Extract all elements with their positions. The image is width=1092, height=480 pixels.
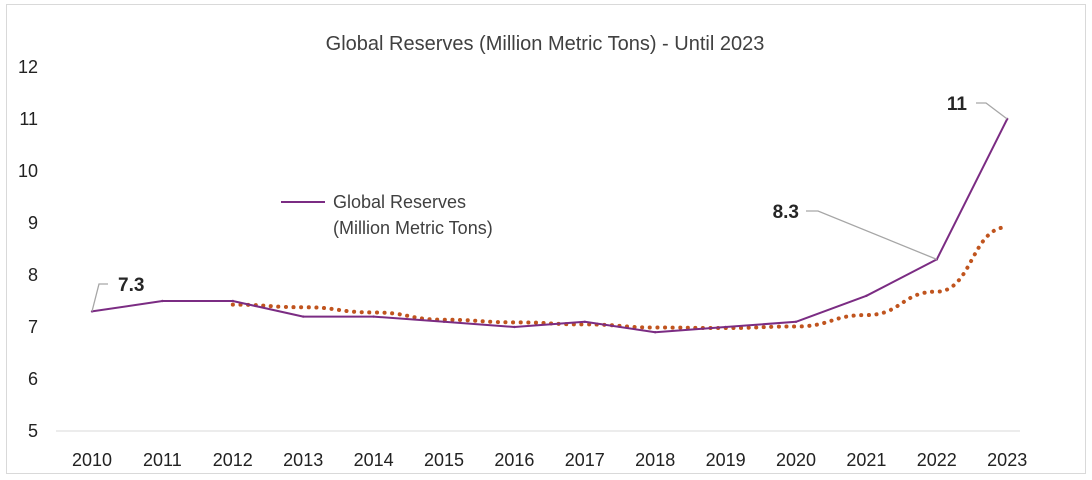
x-tick-label: 2019 — [706, 450, 746, 470]
data-point — [442, 320, 446, 323]
y-tick-label: 5 — [28, 421, 38, 441]
x-tick-label: 2018 — [635, 450, 675, 470]
y-tick-label: 7 — [28, 317, 38, 337]
x-axis: 2010 2011 2012 2013 2014 2015 2016 2017 2018 2019… — [72, 450, 1027, 470]
data-label: 7.3 — [118, 275, 144, 296]
data-label: 8.3 — [773, 202, 799, 223]
data-point — [372, 315, 375, 318]
chart-frame — [6, 4, 1086, 474]
y-tick-label: 10 — [18, 161, 38, 181]
x-tick-label: 2016 — [494, 450, 534, 470]
chart-title: Global Reserves (Million Metric Tons) - … — [326, 33, 765, 55]
y-tick-label: 12 — [18, 57, 38, 77]
trendline-layer — [230, 225, 1010, 331]
y-tick-label: 9 — [28, 213, 38, 233]
data-label-leader — [976, 102, 1008, 120]
x-tick-label: 2023 — [987, 450, 1027, 470]
data-point — [302, 315, 305, 318]
x-tick-label: 2020 — [776, 450, 816, 470]
data-label-layer: 7.3 8.3 11 — [91, 94, 1008, 312]
legend-label-line-1: Global Reserves — [333, 192, 466, 212]
x-tick-label: 2011 — [143, 450, 182, 470]
x-tick-label: 2010 — [72, 450, 112, 470]
x-tick-label: 2014 — [354, 450, 394, 470]
legend-label-line-2: (Million Metric Tons) — [333, 218, 493, 238]
x-tick-label: 2021 — [846, 450, 886, 470]
y-tick-label: 8 — [28, 265, 38, 285]
data-label: 11 — [947, 94, 968, 115]
x-tick-label: 2017 — [565, 450, 605, 470]
legend: Global Reserves (Million Metric Tons) — [281, 192, 493, 238]
data-point — [513, 325, 516, 329]
x-tick-label: 2015 — [424, 450, 464, 470]
y-tick-label: 11 — [19, 109, 38, 129]
x-tick-label: 2012 — [213, 450, 253, 470]
data-point — [654, 331, 657, 334]
series-layer — [90, 117, 1009, 334]
series-line — [91, 118, 1009, 334]
data-point — [794, 320, 798, 323]
y-tick-label: 6 — [28, 369, 38, 389]
data-point — [724, 325, 727, 329]
data-point — [161, 299, 164, 303]
x-tick-label: 2022 — [917, 450, 957, 470]
data-point — [231, 299, 234, 303]
data-label-leader — [91, 283, 108, 312]
data-label-leader — [806, 210, 938, 261]
data-point — [583, 320, 586, 323]
x-tick-label: 2013 — [283, 450, 323, 470]
data-point — [865, 294, 868, 297]
trendline — [230, 225, 1010, 331]
y-axis: 5 6 7 8 9 10 11 12 — [18, 57, 38, 441]
